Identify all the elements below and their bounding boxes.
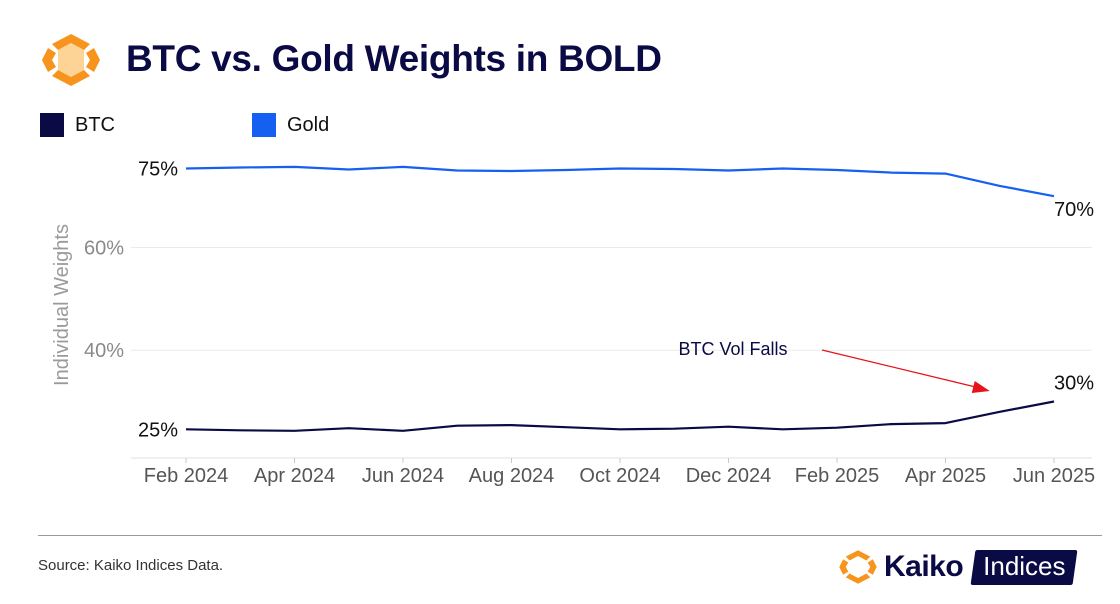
x-tick-label-2024-02-01: Feb 2024 <box>144 465 229 487</box>
line-chart: 40% 60% Individual Weights Feb 2024 Apr 2024… <box>51 158 1095 487</box>
y-tick-label-60: 60% <box>84 238 124 260</box>
series-end-label-btc: 30% <box>1054 373 1094 395</box>
source-note: Source: Kaiko Indices Data. <box>38 557 224 574</box>
x-tick-label-2025-04-01: Apr 2025 <box>905 465 986 487</box>
series-line-btc <box>185 400 1055 432</box>
kaiko-logo-icon <box>42 34 100 86</box>
brand-wordmark: Kaiko <box>884 550 964 583</box>
footer-divider <box>38 535 1102 536</box>
brand-badge-text: Indices <box>983 550 1066 581</box>
legend-swatch-btc <box>40 113 64 137</box>
x-tick-label-2024-10-01: Oct 2024 <box>579 465 660 487</box>
x-tick-label-2025-02-01: Feb 2025 <box>795 465 880 487</box>
kaiko-brand-icon <box>839 550 877 584</box>
annotation-arrowhead <box>971 381 990 393</box>
x-tick-label-2024-06-01: Jun 2024 <box>362 465 444 487</box>
y-tick-label-40: 40% <box>84 340 124 362</box>
chart-title: BTC vs. Gold Weights in BOLD <box>126 38 662 79</box>
legend-item-btc: BTC <box>40 113 115 137</box>
annotation-arrow-shaft <box>821 349 980 389</box>
series-start-label-gold: 75% <box>138 158 178 180</box>
series-line-gold <box>185 165 1055 198</box>
annotation-label: BTC Vol Falls <box>678 339 787 359</box>
legend-label-gold: Gold <box>287 113 330 136</box>
series-end-label-gold: 70% <box>1054 199 1094 221</box>
x-tick-label-2025-06-01: Jun 2025 <box>1013 465 1095 487</box>
y-axis-title: Individual Weights <box>51 224 73 386</box>
kaiko-indices-brand: Kaiko Indices <box>838 547 1079 587</box>
x-tick-label-2024-12-01: Dec 2024 <box>686 465 772 487</box>
legend-label-btc: BTC <box>75 113 115 136</box>
x-tick-label-2024-04-01: Apr 2024 <box>254 465 335 487</box>
x-tick-label-2024-08-01: Aug 2024 <box>469 465 555 487</box>
brand-badge: Indices <box>970 549 1079 585</box>
legend-swatch-gold <box>252 113 276 137</box>
series-start-label-btc: 25% <box>138 419 178 441</box>
legend-item-gold: Gold <box>252 113 329 137</box>
